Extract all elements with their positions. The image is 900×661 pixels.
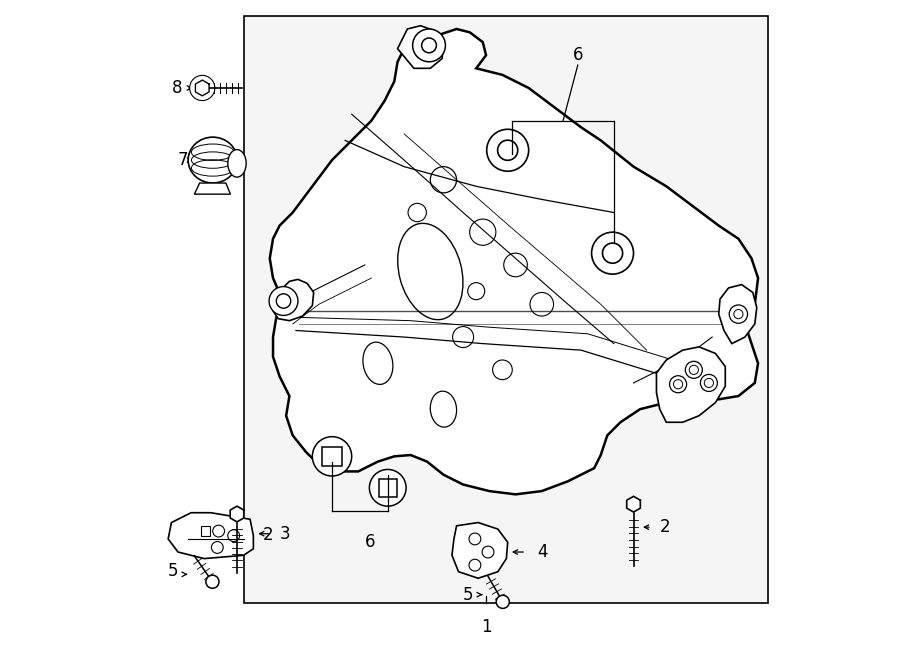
Text: 6: 6 xyxy=(364,533,375,551)
Polygon shape xyxy=(270,29,758,494)
Bar xyxy=(379,479,397,497)
Polygon shape xyxy=(398,26,444,68)
Circle shape xyxy=(206,575,219,588)
Bar xyxy=(322,447,342,466)
Circle shape xyxy=(190,75,215,100)
Polygon shape xyxy=(656,347,725,422)
Circle shape xyxy=(369,469,406,506)
Circle shape xyxy=(729,305,748,323)
Circle shape xyxy=(269,287,298,315)
Text: 1: 1 xyxy=(481,617,491,636)
Circle shape xyxy=(312,437,352,476)
Circle shape xyxy=(496,596,509,608)
Ellipse shape xyxy=(188,137,238,183)
Circle shape xyxy=(412,29,446,61)
Text: 5: 5 xyxy=(167,562,178,580)
Polygon shape xyxy=(194,183,230,194)
Circle shape xyxy=(591,232,634,274)
Polygon shape xyxy=(168,513,254,559)
Text: 5: 5 xyxy=(464,586,473,603)
Bar xyxy=(201,526,210,535)
Polygon shape xyxy=(452,523,508,578)
Circle shape xyxy=(670,375,687,393)
Text: 8: 8 xyxy=(172,79,183,97)
Text: 2: 2 xyxy=(263,526,274,544)
Text: 3: 3 xyxy=(280,525,290,543)
Text: 7: 7 xyxy=(177,151,188,169)
Polygon shape xyxy=(626,496,640,512)
Polygon shape xyxy=(230,506,244,522)
Ellipse shape xyxy=(228,149,247,177)
Circle shape xyxy=(700,374,717,391)
Text: 6: 6 xyxy=(572,46,583,64)
Bar xyxy=(244,16,768,603)
Polygon shape xyxy=(273,280,314,321)
Text: 2: 2 xyxy=(660,518,670,536)
Polygon shape xyxy=(719,285,757,344)
Polygon shape xyxy=(195,80,209,96)
Circle shape xyxy=(685,362,702,378)
Circle shape xyxy=(487,130,528,171)
Text: 4: 4 xyxy=(537,543,548,561)
